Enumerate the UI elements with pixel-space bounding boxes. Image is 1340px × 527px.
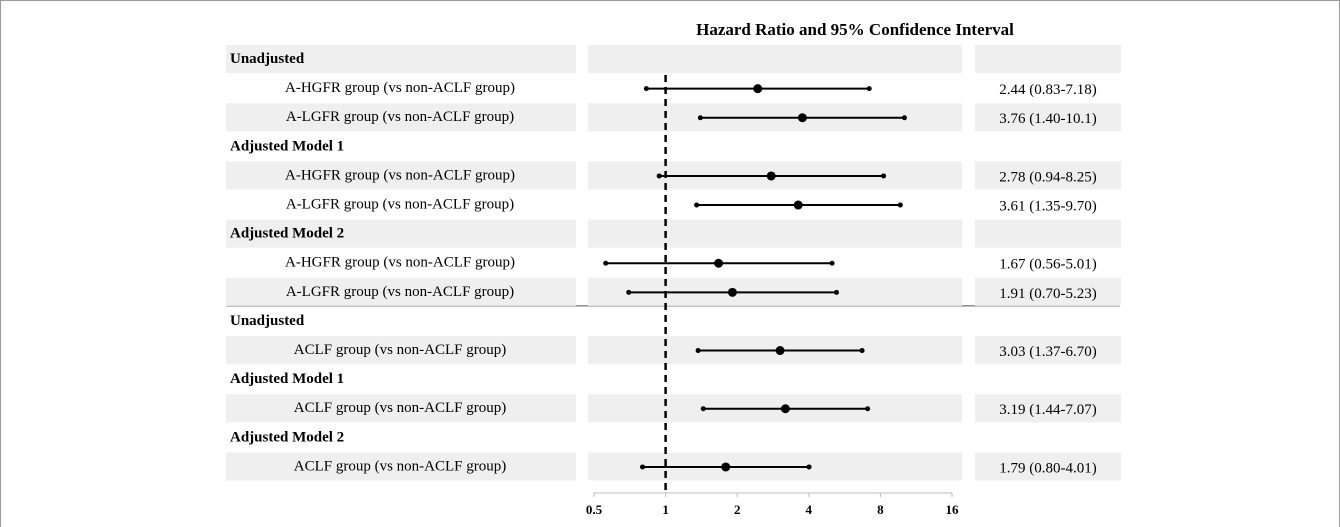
- row-label: A-HGFR group (vs non-ACLF group): [285, 255, 515, 271]
- value-label: 1.79 (0.80-4.01): [999, 460, 1097, 476]
- row-band: [226, 336, 576, 365]
- x-tick-label: 2: [734, 502, 741, 517]
- group-label: Adjusted Model 2: [230, 226, 344, 242]
- group-label: Adjusted Model 1: [230, 371, 344, 387]
- group-label: Adjusted Model 2: [230, 429, 344, 445]
- row-band: [226, 161, 576, 190]
- x-tick-label: 8: [877, 502, 884, 517]
- row-label: A-HGFR group (vs non-ACLF group): [285, 167, 515, 183]
- row-band: [226, 277, 576, 306]
- group-label: Adjusted Model 1: [230, 138, 344, 154]
- row-band: [588, 219, 962, 248]
- row-band: [226, 394, 576, 423]
- row-band: [226, 452, 576, 481]
- ci-low: [695, 348, 701, 354]
- ci-high: [806, 464, 812, 470]
- ci-high: [897, 202, 903, 208]
- value-label: 3.03 (1.37-6.70): [999, 344, 1097, 360]
- row-label: A-LGFR group (vs non-ACLF group): [286, 109, 514, 125]
- value-label: 2.44 (0.83-7.18): [999, 82, 1097, 98]
- ci-high: [865, 406, 871, 412]
- row-label: ACLF group (vs non-ACLF group): [294, 342, 507, 358]
- row-band: [975, 336, 1121, 365]
- ci-low: [656, 173, 662, 179]
- row-band: [975, 103, 1121, 132]
- point-estimate: [753, 84, 763, 94]
- ci-low: [643, 86, 649, 92]
- ci-low: [700, 406, 706, 412]
- x-tick-label: 0.5: [586, 502, 603, 517]
- ci-high: [833, 289, 839, 295]
- row-band: [975, 45, 1121, 74]
- row-band: [975, 161, 1121, 190]
- ci-low: [694, 202, 700, 208]
- x-tick-label: 4: [806, 502, 813, 517]
- row-label: A-HGFR group (vs non-ACLF group): [285, 80, 515, 96]
- ci-low: [697, 115, 703, 121]
- group-label: Unadjusted: [230, 51, 305, 67]
- point-estimate: [714, 258, 724, 268]
- ci-high: [901, 115, 907, 121]
- ci-high: [859, 348, 865, 354]
- x-tick-label: 1: [662, 502, 669, 517]
- row-band: [588, 45, 962, 74]
- point-estimate: [766, 171, 776, 181]
- row-label: A-LGFR group (vs non-ACLF group): [286, 196, 514, 212]
- group-label: Unadjusted: [230, 313, 305, 329]
- row-label: A-LGFR group (vs non-ACLF group): [286, 284, 514, 300]
- chart-title: Hazard Ratio and 95% Confidence Interval: [696, 20, 1014, 39]
- value-label: 1.67 (0.56-5.01): [999, 257, 1097, 273]
- point-estimate: [780, 404, 790, 414]
- row-label: ACLF group (vs non-ACLF group): [294, 458, 507, 474]
- row-band: [975, 277, 1121, 306]
- ci-high: [881, 173, 887, 179]
- row-band: [226, 219, 576, 248]
- point-estimate: [721, 462, 731, 472]
- ci-high: [829, 260, 835, 266]
- point-estimate: [793, 200, 803, 210]
- row-band: [975, 219, 1121, 248]
- row-band: [975, 452, 1121, 481]
- row-band: [975, 394, 1121, 423]
- row-band: [226, 103, 576, 132]
- point-estimate: [775, 346, 785, 356]
- row-band: [226, 45, 576, 74]
- value-label: 2.78 (0.94-8.25): [999, 169, 1097, 185]
- ci-high: [866, 86, 872, 92]
- row-label: ACLF group (vs non-ACLF group): [294, 400, 507, 416]
- value-label: 1.91 (0.70-5.23): [999, 286, 1097, 302]
- value-label: 3.19 (1.44-7.07): [999, 402, 1097, 418]
- x-tick-label: 16: [946, 502, 960, 517]
- point-estimate: [727, 287, 737, 297]
- ci-low: [626, 289, 632, 295]
- value-label: 3.76 (1.40-10.1): [999, 111, 1097, 127]
- ci-low: [603, 260, 609, 266]
- point-estimate: [797, 113, 807, 123]
- ci-low: [640, 464, 646, 470]
- value-label: 3.61 (1.35-9.70): [999, 198, 1097, 214]
